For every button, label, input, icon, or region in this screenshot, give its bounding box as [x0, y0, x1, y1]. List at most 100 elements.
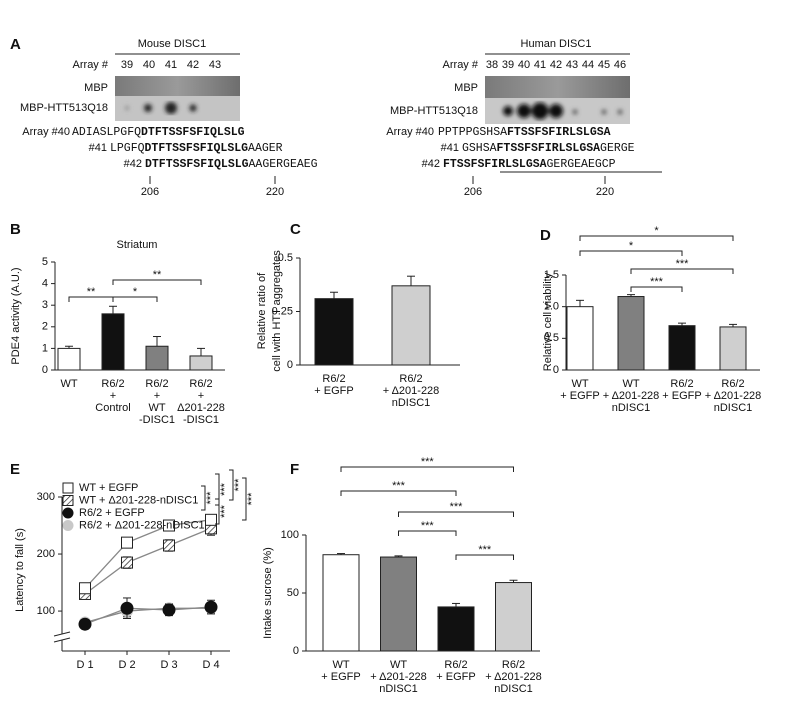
x-tick-label: WT [571, 378, 588, 390]
sequence-core: DTFTSSFSFIQLSLG [141, 126, 245, 139]
significance-bracket [112, 296, 158, 302]
axis-break-gap [54, 634, 70, 640]
sequence-label: Array #40 [386, 126, 434, 138]
marker [163, 539, 175, 552]
bar [380, 556, 417, 652]
sequence-label: #42 [124, 158, 142, 170]
y-tick-label: 50 [287, 587, 299, 599]
array-number: 43 [209, 59, 221, 71]
sequence-core: FTSSFSFIRLSLGSA [497, 142, 601, 155]
significance-bracket [201, 485, 206, 511]
y-tick-label: 1 [42, 342, 48, 354]
x-tick-label: R6/2 [444, 659, 467, 671]
x-tick-label: R6/2 [721, 378, 744, 390]
bar [314, 298, 354, 366]
sequence-label: #41 [441, 142, 459, 154]
significance-label: *** [421, 456, 435, 468]
panel-letter: D [540, 227, 551, 244]
array-number: 40 [518, 59, 530, 71]
x-tick-label: nDISC1 [392, 397, 431, 409]
significance-bracket [112, 279, 202, 285]
residue-label: 206 [464, 186, 482, 198]
y-tick-label: 0 [42, 364, 48, 376]
x-tick-label: WT [390, 659, 407, 671]
significance-label: *** [650, 276, 664, 288]
y-axis-label: cell with HTT aggregates [271, 250, 283, 372]
bar [57, 347, 81, 371]
bar [719, 326, 747, 371]
sequence-post: GERGEAEGCP [547, 158, 616, 171]
residue-label: 220 [266, 186, 284, 198]
x-tick-label: + Δ201-228 [370, 671, 427, 683]
x-tick-label: nDISC1 [612, 402, 651, 414]
x-tick-label: + EGFP [314, 385, 353, 397]
y-tick-label: 0.5 [544, 332, 559, 344]
significance-bracket [579, 250, 683, 256]
significance-bracket [340, 490, 457, 496]
x-tick-label: + [198, 390, 204, 402]
sequence-core: FTSSFSFIRLSLGSA [507, 126, 611, 139]
significance-bracket [242, 477, 247, 521]
legend-label: WT + Δ201-228-nDISC1 [79, 494, 198, 506]
legend-label: WT + EGFP [79, 482, 138, 494]
x-tick-label: + [110, 390, 116, 402]
y-tick-label: 4 [42, 278, 48, 290]
bar [101, 313, 125, 371]
x-tick-label: + EGFP [662, 390, 701, 402]
blot-title: Mouse DISC1 [138, 38, 206, 50]
marker [204, 600, 218, 614]
panel-letter: C [290, 221, 301, 238]
marker [121, 536, 133, 549]
y-tick-label: 0 [293, 645, 299, 657]
significance-label: * [654, 225, 659, 237]
x-tick-label: R6/2 [502, 659, 525, 671]
row-label: MBP [454, 82, 478, 94]
significance-bracket [229, 469, 234, 501]
bar [566, 306, 594, 371]
sequence: PPTPPGSHSAFTSSFSFIRLSLGSA [438, 126, 611, 139]
marker [78, 617, 92, 631]
y-axis-label: Relative ratio of [256, 272, 268, 349]
x-tick-label: nDISC1 [714, 402, 753, 414]
significance-label: *** [246, 492, 258, 506]
sequence-pre: GSHSA [462, 142, 497, 155]
x-tick-label: D 3 [160, 659, 177, 671]
axis-break [53, 637, 71, 643]
marker [121, 556, 133, 569]
y-tick-label: 0 [553, 364, 559, 376]
chart-title: Striatum [117, 239, 158, 251]
significance-label: *** [219, 504, 231, 518]
x-tick-label: R6/2 [101, 378, 124, 390]
series-line [84, 519, 212, 589]
x-tick-label: WT [622, 378, 639, 390]
y-tick-label: 100 [37, 605, 55, 617]
legend-marker [62, 520, 74, 531]
x-tick-label: + Δ201-228 [705, 390, 762, 402]
marker [79, 582, 91, 595]
significance-label: *** [392, 480, 406, 492]
significance-bracket [398, 530, 457, 536]
x-tick-label: R6/2 [322, 373, 345, 385]
significance-bracket [630, 268, 734, 274]
axis-break [53, 631, 71, 637]
significance-label: ** [153, 269, 162, 281]
bar [391, 285, 431, 366]
legend-label: R6/2 + EGFP [79, 507, 145, 519]
panel-letter: E [10, 461, 20, 478]
sequence-post: GERGE [600, 142, 635, 155]
x-tick-label: WT [148, 402, 165, 414]
sequence-pre: PPTPPGSHSA [438, 126, 507, 139]
series-line [84, 527, 212, 595]
sequence-core: DTFTSSFSFIQLSLG [145, 158, 249, 171]
significance-label: *** [205, 491, 217, 505]
sequence-label: #41 [89, 142, 107, 154]
x-tick-label: + Δ201-228 [485, 671, 542, 683]
y-tick-label: 5 [42, 256, 48, 268]
sequence: GSHSAFTSSFSFIRLSLGSAGERGE [462, 142, 635, 155]
array-number: 44 [582, 59, 594, 71]
array-number: 43 [566, 59, 578, 71]
x-tick-label: WT [60, 378, 77, 390]
significance-label: *** [421, 520, 435, 532]
array-number: 40 [143, 59, 155, 71]
significance-label: *** [478, 544, 492, 556]
